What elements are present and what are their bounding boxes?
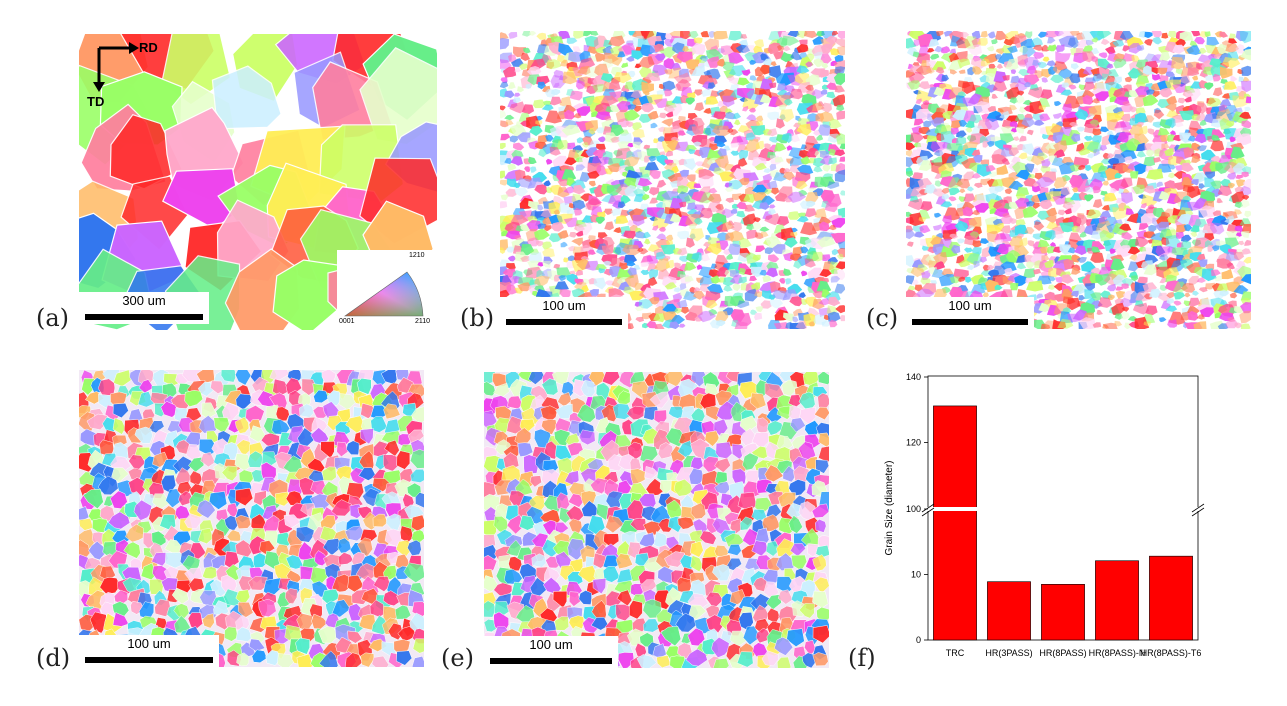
y-tick-label-4: 140 — [906, 372, 921, 382]
y-tick-label-3: 120 — [906, 438, 921, 448]
panel-label-c: (c) — [866, 304, 899, 332]
y-tick-label-0: 0 — [916, 635, 921, 645]
ipf-map-e — [484, 372, 829, 668]
scale-bar-a-line — [85, 314, 203, 320]
ipf-color-legend: 1210 0001 2110 — [337, 250, 437, 330]
bar-4 — [1149, 555, 1193, 641]
y-axis-label: Grain Size (diameter) — [884, 460, 895, 555]
scale-bar-c: 100 um — [906, 297, 1034, 329]
break-mark-right-1 — [1191, 503, 1205, 513]
bar-0 — [933, 405, 977, 641]
y-tick-label-1: 10 — [911, 570, 921, 580]
scale-bar-e-line — [490, 658, 612, 664]
panel-label-f: (f) — [848, 644, 876, 672]
ipf-map-a — [79, 34, 437, 330]
x-tick-label-0: TRC — [946, 648, 965, 658]
scale-bar-b: 100 um — [500, 297, 628, 329]
ipf-map-d — [79, 370, 424, 667]
ebsd-map-b: 100 um — [500, 31, 845, 329]
ipf-legend-top: 1210 — [409, 252, 425, 259]
bar-2 — [1041, 584, 1085, 641]
rd-label: RD — [139, 40, 158, 55]
break-mark-left-2 — [921, 507, 935, 517]
x-tick-label-4: HR(8PASS)-T6 — [1141, 648, 1202, 658]
scale-bar-e: 100 um — [484, 636, 618, 668]
scale-bar-d-line — [85, 657, 213, 663]
y-tick-label-2: 100 — [906, 504, 921, 514]
panel-label-a: (a) — [36, 304, 70, 332]
break-mark-left-1 — [921, 503, 935, 513]
axis-break-band — [920, 507, 1206, 511]
scale-bar-a-text: 300 um — [122, 293, 166, 308]
x-tick-label-2: HR(8PASS) — [1039, 648, 1086, 658]
grain-size-chart: TRC HR(3PASS) HR(8PASS) HR(8PASS)-N HR(8PASS… — [876, 370, 1216, 670]
scale-bar-a: 300 um — [79, 292, 209, 324]
ipf-legend-left: 0001 — [339, 318, 355, 325]
scale-bar-d: 100 um — [79, 635, 219, 667]
ipf-map-b — [500, 31, 845, 329]
bar-1 — [987, 581, 1031, 641]
break-mark-right-2 — [1191, 507, 1205, 517]
ipf-legend-right: 2110 — [415, 318, 431, 325]
panel-label-b: (b) — [460, 304, 495, 332]
ipf-map-c — [906, 31, 1251, 329]
x-tick-label-3: HR(8PASS)-N — [1089, 648, 1146, 658]
bar-3 — [1095, 560, 1139, 641]
scale-bar-b-line — [506, 319, 622, 325]
ebsd-map-a: RD TD 1210 0001 2110 300 um — [79, 34, 437, 330]
scale-bar-e-text: 100 um — [529, 637, 573, 652]
ebsd-map-c: 100 um — [906, 31, 1251, 329]
ebsd-map-d: 100 um — [79, 370, 424, 667]
scale-bar-d-text: 100 um — [127, 636, 171, 651]
scale-bar-b-text: 100 um — [542, 298, 586, 313]
x-tick-label-1: HR(3PASS) — [985, 648, 1032, 658]
rd-td-axes: RD TD — [87, 40, 191, 112]
panel-label-d: (d) — [36, 644, 71, 672]
td-label: TD — [87, 94, 105, 109]
panel-label-e: (e) — [441, 644, 474, 672]
scale-bar-c-text: 100 um — [948, 298, 992, 313]
chart-svg: TRC HR(3PASS) HR(8PASS) HR(8PASS)-NHR(8PASS… — [884, 372, 1206, 658]
scale-bar-c-line — [912, 319, 1028, 325]
ebsd-map-e: 100 um — [484, 372, 829, 668]
